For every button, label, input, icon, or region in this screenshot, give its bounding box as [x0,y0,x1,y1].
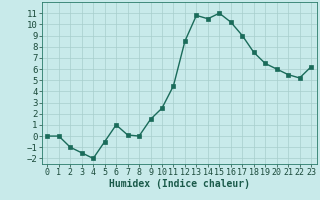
X-axis label: Humidex (Indice chaleur): Humidex (Indice chaleur) [109,179,250,189]
